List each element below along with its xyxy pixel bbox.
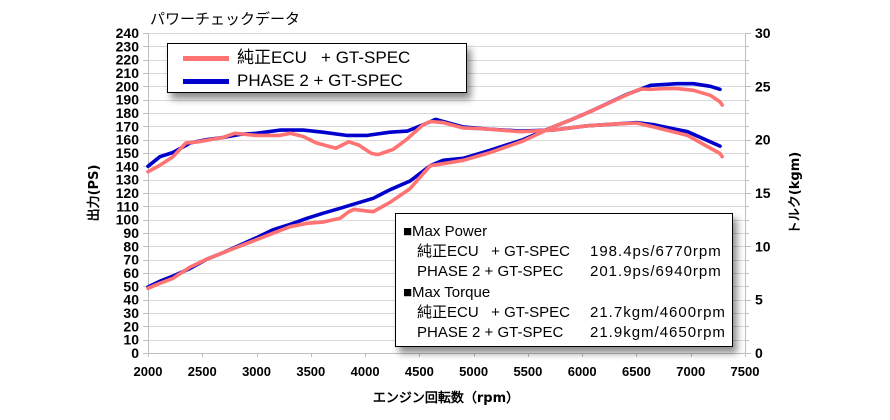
y-tick-label: 130 (116, 172, 140, 188)
y2-tick-label: 20 (755, 132, 771, 148)
legend-swatch-red (183, 55, 229, 61)
legend-label: PHASE 2 + GT-SPEC (237, 71, 403, 90)
y-tick-label: 70 (123, 252, 139, 268)
y-tick-label: 210 (116, 65, 140, 81)
y-tick-label: 110 (116, 198, 139, 214)
legend-item: PHASE 2 + GT-SPEC (183, 70, 403, 92)
max-power-heading-row: ■Max Power (396, 222, 732, 242)
legend-item: 純正ECU + GT-SPEC (183, 47, 410, 69)
x-tick-label: 5500 (513, 364, 542, 379)
max-torque-heading: ■Max Torque (403, 284, 491, 301)
summary-row-value: 198.4ps/6770rpm (590, 243, 722, 260)
max-values-box: ■Max Power 純正ECU + GT-SPEC 198.4ps/6770r… (395, 213, 733, 347)
y2-tick-label: 15 (755, 185, 771, 201)
x-tick-label: 7500 (731, 364, 760, 379)
summary-row: 純正ECU + GT-SPEC 198.4ps/6770rpm (396, 242, 732, 262)
y-tick-label: 20 (123, 318, 139, 334)
summary-row-label: 純正ECU + GT-SPEC (417, 243, 570, 260)
y-tick-label: 140 (116, 158, 140, 174)
summary-row: 純正ECU + GT-SPEC 21.7kgm/4600rpm (396, 303, 732, 323)
y-tick-label: 30 (123, 305, 139, 321)
summary-row: PHASE 2 + GT-SPEC 21.9kgm/4650rpm (396, 323, 732, 343)
y-tick-label: 170 (116, 118, 140, 134)
x-tick-label: 3500 (296, 364, 325, 379)
y2-tick-label: 10 (755, 238, 771, 254)
y2-axis-title: トルク(kgm) (788, 152, 803, 234)
y-tick-label: 50 (123, 278, 139, 294)
y-tick-label: 90 (123, 225, 139, 241)
y-tick-label: 180 (116, 105, 140, 121)
y-tick-label: 230 (116, 38, 140, 54)
legend-swatch-blue (183, 78, 229, 84)
legend-label: 純正ECU + GT-SPEC (237, 48, 411, 67)
x-tick-label: 4500 (405, 364, 434, 379)
series-lines (146, 81, 725, 291)
summary-row-label: 純正ECU + GT-SPEC (417, 304, 570, 321)
tick-labels: 0102030405060708090100110120130140150160… (116, 25, 771, 379)
y2-tick-label: 5 (755, 292, 763, 308)
summary-row-value: 21.7kgm/4600rpm (590, 304, 726, 321)
y-tick-label: 60 (123, 265, 139, 281)
x-tick-label: 7000 (676, 364, 705, 379)
y2-tick-label: 30 (755, 25, 771, 41)
y-tick-label: 150 (116, 145, 140, 161)
summary-row-value: 21.9kgm/4650rpm (590, 324, 726, 341)
y2-tick-label: 25 (755, 78, 771, 94)
y-tick-label: 190 (116, 92, 140, 108)
x-tick-label: 4000 (351, 364, 380, 379)
summary-row-label: PHASE 2 + GT-SPEC (417, 263, 564, 280)
chart-title: パワーチェックデータ (150, 10, 300, 28)
summary-row-label: PHASE 2 + GT-SPEC (417, 324, 564, 341)
summary-row-value: 201.9ps/6940rpm (590, 263, 722, 280)
y-tick-label: 240 (116, 25, 140, 41)
y-tick-label: 10 (123, 332, 139, 348)
axes (143, 33, 751, 357)
y2-tick-label: 0 (755, 345, 763, 361)
y-tick-label: 120 (116, 185, 140, 201)
x-tick-label: 6500 (622, 364, 651, 379)
power-line-series-0 (146, 86, 725, 291)
y-tick-label: 0 (131, 345, 139, 361)
y-tick-label: 220 (116, 52, 140, 68)
gridlines (148, 33, 745, 341)
x-axis-title: エンジン回転数（rpm） (373, 390, 519, 406)
x-tick-label: 2000 (134, 364, 163, 379)
max-power-heading: ■Max Power (403, 223, 488, 240)
x-tick-label: 5000 (459, 364, 488, 379)
x-tick-label: 2500 (188, 364, 217, 379)
x-tick-label: 3000 (242, 364, 271, 379)
y-tick-label: 160 (116, 132, 140, 148)
y-tick-label: 80 (123, 238, 139, 254)
y-tick-label: 200 (116, 78, 140, 94)
legend: 純正ECU + GT-SPEC PHASE 2 + GT-SPEC (167, 43, 467, 93)
x-tick-label: 6000 (568, 364, 597, 379)
max-torque-heading-row: ■Max Torque (396, 283, 732, 303)
summary-row: PHASE 2 + GT-SPEC 201.9ps/6940rpm (396, 262, 732, 282)
y-axis-title: 出力(PS) (86, 165, 102, 222)
torque-line-series-0 (146, 119, 725, 174)
y-tick-label: 100 (116, 212, 140, 228)
y-tick-label: 40 (123, 292, 139, 308)
